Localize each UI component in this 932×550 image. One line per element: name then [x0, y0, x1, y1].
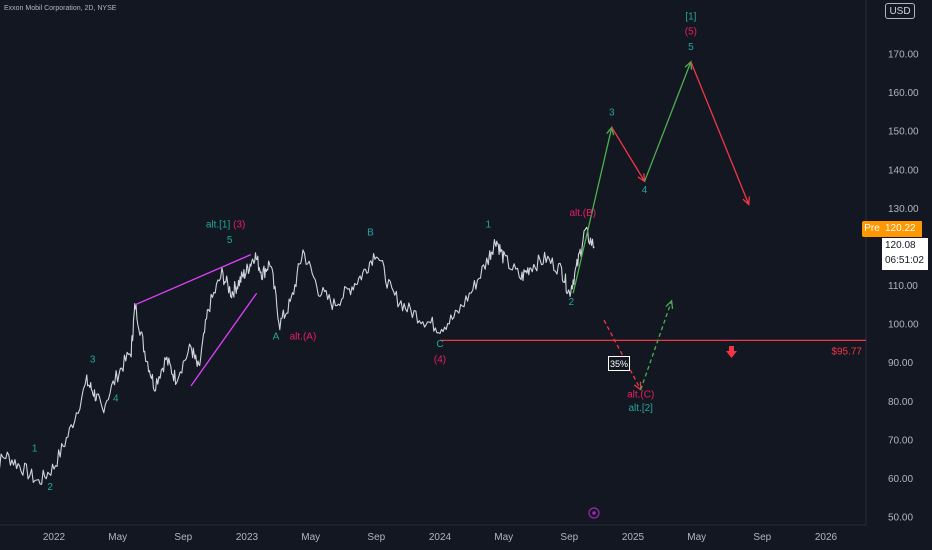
wave-label: B: [367, 227, 374, 238]
y-tick-label: 100.00: [888, 320, 919, 331]
wave-label: (4): [434, 355, 446, 366]
down-arrow-icon: [726, 346, 737, 358]
alt-path-up: [640, 300, 673, 390]
wave-label: [1]: [685, 11, 696, 22]
y-tick-label: 130.00: [888, 204, 919, 215]
projection-up-leg: [572, 127, 613, 294]
probability-box: 35%: [608, 356, 630, 371]
wave-label: alt.(B): [569, 208, 596, 219]
x-tick-label: Sep: [367, 532, 385, 543]
wave-label: 5: [688, 42, 694, 53]
wave-label: 3: [609, 108, 615, 119]
wave-label: alt.(C): [627, 389, 654, 400]
x-tick-label: Sep: [174, 532, 192, 543]
y-tick-label: 160.00: [888, 88, 919, 99]
alt-path-up-head: [665, 299, 674, 309]
currency-button[interactable]: USD: [885, 3, 915, 19]
wave-label: 1: [32, 443, 38, 454]
event-marker-dot: [592, 511, 596, 515]
last-price-tag: 120.08 06:51:02: [882, 238, 928, 270]
x-tick-label: 2026: [815, 532, 838, 543]
wedge-upper-line: [134, 254, 252, 306]
last-price: 120.08: [885, 240, 916, 251]
y-tick-label: 60.00: [888, 474, 913, 485]
wave-label: 5: [227, 235, 233, 246]
wave-label: 2: [568, 297, 574, 308]
y-tick-label: 90.00: [888, 358, 913, 369]
x-tick-label: May: [687, 532, 706, 543]
x-tick-label: Sep: [753, 532, 771, 543]
bar-countdown: 06:51:02: [885, 255, 924, 266]
projection-up-leg-head: [606, 125, 615, 136]
wave-label: C: [436, 339, 443, 350]
x-tick-label: 2023: [236, 532, 259, 543]
chart-title: Exxon Mobil Corporation, 2D, NYSE: [4, 5, 117, 12]
x-tick-label: May: [301, 532, 320, 543]
x-tick-label: May: [494, 532, 513, 543]
wave-label: 2: [47, 482, 53, 493]
wave-label: alt.[2]: [628, 403, 653, 414]
projection-down-leg-head: [742, 196, 750, 206]
projection-up-leg: [643, 61, 692, 182]
price-series-line: [0, 226, 595, 485]
wave-label: (3): [233, 220, 245, 231]
y-tick-label: 70.00: [888, 435, 913, 446]
x-tick-label: 2025: [622, 532, 645, 543]
premarket-price: 120.22: [882, 221, 922, 237]
y-tick-label: 110.00: [888, 281, 918, 292]
wave-label: 1: [485, 220, 491, 231]
projection-down-leg: [690, 61, 750, 205]
x-tick-label: May: [108, 532, 127, 543]
wave-label: A: [273, 332, 280, 343]
y-tick-label: 80.00: [888, 397, 913, 408]
premarket-label: Pre: [862, 221, 882, 237]
wave-label: alt.(A): [290, 332, 317, 343]
y-tick-label: 50.00: [888, 513, 913, 524]
y-tick-label: 140.00: [888, 165, 919, 176]
y-tick-label: 150.00: [888, 127, 919, 138]
alt-path-down: [603, 319, 642, 390]
y-tick-label: 170.00: [888, 50, 919, 61]
projection-down-leg: [611, 126, 646, 182]
wedge-lower-line: [190, 292, 258, 387]
wave-label: (5): [685, 27, 697, 38]
wave-label: 4: [642, 185, 648, 196]
event-marker-icon: [588, 507, 600, 519]
x-tick-label: Sep: [560, 532, 578, 543]
support-price-label: $95.77: [831, 346, 862, 357]
x-tick-label: 2022: [43, 532, 66, 543]
wave-label: 4: [113, 393, 119, 404]
wave-label: 3: [90, 355, 96, 366]
x-tick-label: 2024: [429, 532, 452, 543]
wave-label: alt.[1]: [206, 220, 231, 231]
